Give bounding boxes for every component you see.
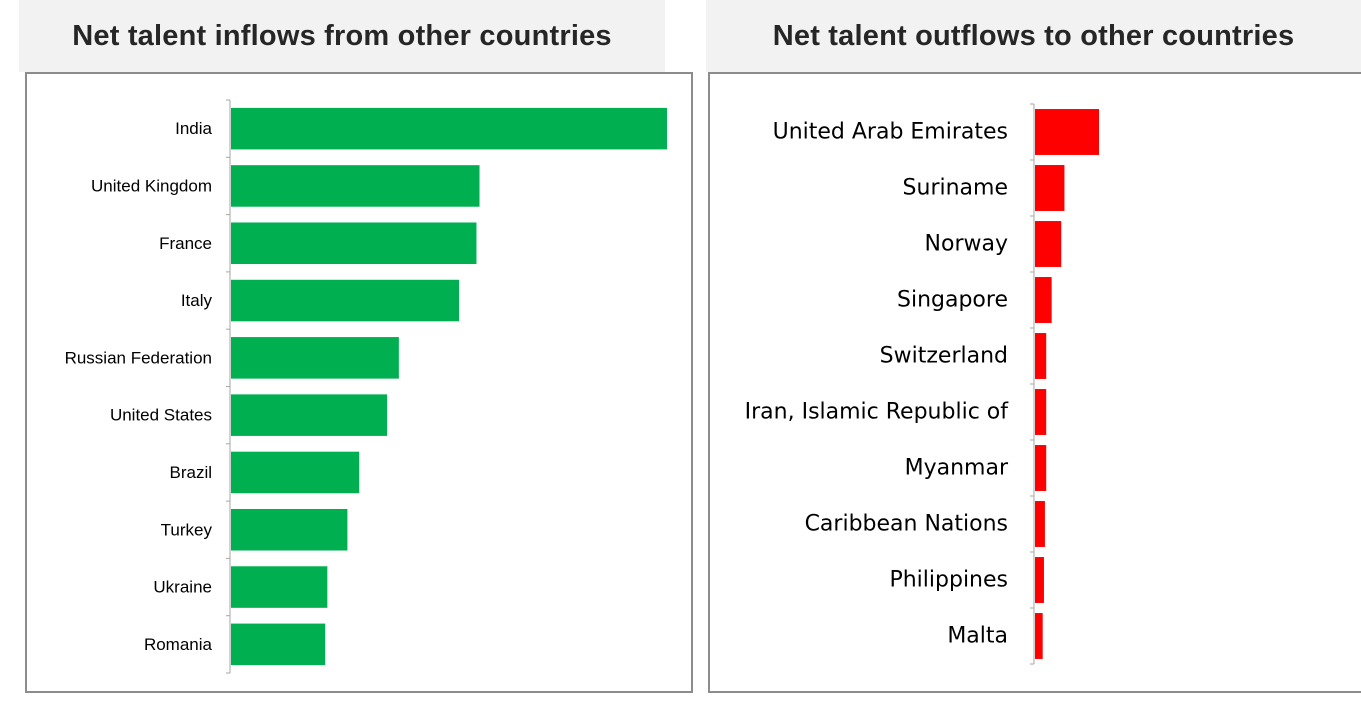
category-label: Brazil xyxy=(169,463,212,482)
category-label: France xyxy=(159,234,212,253)
bar xyxy=(1035,333,1047,379)
bar xyxy=(1035,557,1044,603)
bar xyxy=(231,337,399,379)
category-label: United States xyxy=(110,406,212,425)
bar xyxy=(1035,221,1062,267)
bar xyxy=(1035,277,1052,323)
bar xyxy=(231,394,388,436)
category-label: Philippines xyxy=(889,568,1008,593)
category-label: Iran, Islamic Republic of xyxy=(745,400,1010,425)
outflows-chart-title: Net talent outflows to other countries xyxy=(706,0,1361,72)
inflows-chart-frame: India United Kingdom France Italy Russian Fe… xyxy=(25,72,693,693)
inflows-chart-title: Net talent inflows from other countries xyxy=(19,0,665,72)
bar xyxy=(231,566,328,608)
category-label: United Kingdom xyxy=(91,176,212,195)
bar xyxy=(1035,501,1045,547)
bar xyxy=(1035,389,1047,435)
bar xyxy=(1035,613,1043,659)
category-label: Myanmar xyxy=(905,456,1009,481)
category-label: Caribbean Nations xyxy=(805,512,1008,537)
bar xyxy=(1035,445,1047,491)
category-label: United Arab Emirates xyxy=(773,120,1008,145)
bar xyxy=(231,165,480,207)
bar xyxy=(231,623,326,666)
category-label: Singapore xyxy=(897,288,1008,313)
category-label: Romania xyxy=(144,635,213,654)
category-label: Suriname xyxy=(903,176,1008,201)
inflows-bar-chart: India United Kingdom France Italy Russian Fe… xyxy=(65,99,667,674)
outflows-bar-chart: United Arab Emirates Suriname Norway Singap… xyxy=(745,103,1099,665)
bar xyxy=(231,222,477,265)
category-label: Malta xyxy=(947,624,1008,649)
bar xyxy=(231,107,667,150)
bar xyxy=(231,279,460,322)
category-label: Norway xyxy=(925,232,1008,257)
bar xyxy=(1035,165,1065,211)
outflows-chart-frame: United Arab Emirates Suriname Norway Singap… xyxy=(708,72,1361,693)
category-label: India xyxy=(175,119,212,138)
bar xyxy=(231,451,360,494)
category-label: Italy xyxy=(181,291,213,310)
category-label: Russian Federation xyxy=(65,348,212,367)
bar xyxy=(231,508,348,551)
category-label: Ukraine xyxy=(153,578,212,597)
category-label: Turkey xyxy=(161,520,213,539)
bar xyxy=(1035,109,1099,155)
category-label: Switzerland xyxy=(880,344,1008,369)
